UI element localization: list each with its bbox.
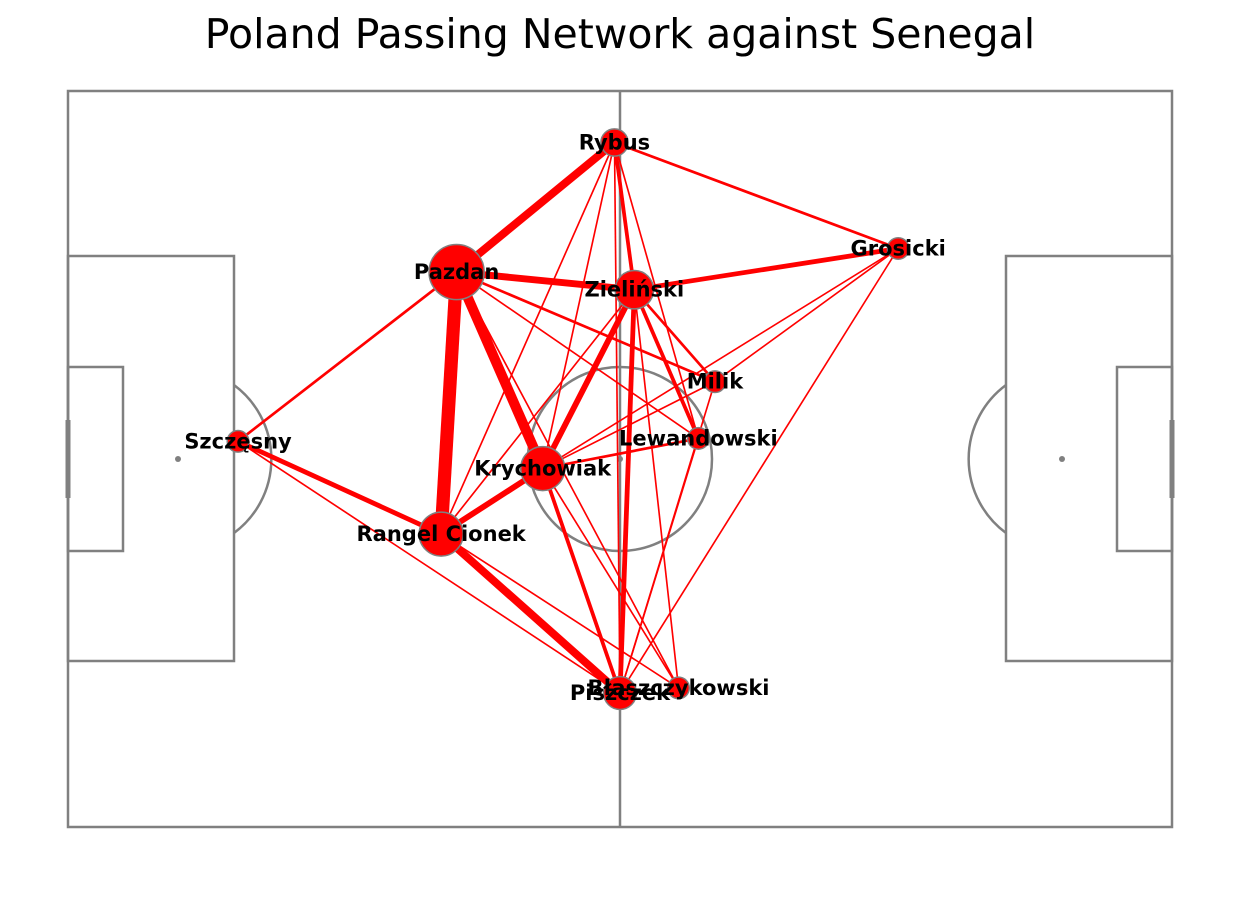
pitch-markings <box>65 89 1175 829</box>
pass-edge-cionek-blaszczykowski <box>440 533 679 689</box>
pass-edge-rybus-grosicki <box>614 141 899 250</box>
player-node-szczesny <box>226 429 250 453</box>
player-label-cionek: Rangel Cionek <box>357 522 527 546</box>
pass-edge-grosicki-krychowiak <box>542 247 899 470</box>
pass-edge-pazdan-milik <box>456 270 716 383</box>
pass-edge-pazdan-cionek <box>434 271 464 535</box>
pass-edge-grosicki-piszczek <box>619 248 899 694</box>
player-label-krychowiak: Krychowiak <box>474 457 612 481</box>
player-label-blaszczykowski: Błaszczykowski <box>588 676 770 700</box>
pass-edge-rybus-lewandowski <box>613 142 700 439</box>
player-label-piszczek: Piszczek <box>570 681 671 705</box>
pass-edge-grosicki-milik <box>714 247 899 383</box>
player-node-rybus <box>600 128 629 157</box>
right-penalty-arc <box>967 383 1007 535</box>
left-penalty-box <box>66 254 236 663</box>
pass-edge-krychowiak-zielinski <box>540 288 637 470</box>
player-label-milik: Milik <box>687 370 744 394</box>
pass-edge-cionek-piszczek <box>438 531 623 697</box>
pass-edge-zielinski-lewandowski <box>632 288 701 440</box>
pass-edge-pazdan-krychowiak <box>452 270 548 471</box>
player-node-cionek <box>418 511 464 557</box>
pass-edge-rybus-cionek <box>440 142 616 535</box>
right-penalty-spot <box>1059 456 1065 462</box>
left-six-yard-box <box>66 365 125 553</box>
pass-edge-zielinski-blaszczykowski <box>633 289 680 688</box>
player-label-lewandowski: Lewandowski <box>619 426 778 450</box>
right-penalty-box <box>1004 254 1174 663</box>
pass-edge-zielinski-grosicki <box>633 246 899 293</box>
pass-edge-pazdan-zielinski <box>456 268 635 294</box>
pass-edge-krychowiak-blaszczykowski <box>542 468 680 689</box>
player-label-pazdan: Pazdan <box>414 260 499 284</box>
player-label-zielinski: Zieliński <box>585 278 685 302</box>
player-node-grosicki <box>886 236 910 261</box>
pass-edge-rybus-krychowiak <box>541 142 616 469</box>
right-six-yard-box <box>1115 365 1174 553</box>
player-node-zielinski <box>614 269 655 310</box>
pass-edge-pazdan-lewandowski <box>456 271 699 440</box>
chart-title: Poland Passing Network against Senegal <box>204 10 1036 58</box>
pass-edges <box>237 139 899 697</box>
pass-edge-krychowiak-lewandowski <box>542 437 699 470</box>
pass-edge-szczesny-piszczek <box>237 440 621 694</box>
player-node-krychowiak <box>519 445 566 492</box>
pass-edge-cionek-szczesny <box>237 439 443 537</box>
player-label-grosicki: Grosicki <box>851 237 946 261</box>
player-node-piszczek <box>602 675 638 711</box>
pass-edge-rybus-zielinski <box>612 142 637 290</box>
player-labels: Rybus Grosicki Pazdan Zieliński Milik Szczęsn… <box>184 131 946 706</box>
player-nodes <box>226 128 910 711</box>
player-node-pazdan <box>428 243 485 301</box>
player-label-szczesny: Szczęsny <box>184 429 292 453</box>
pass-edge-krychowiak-piszczek <box>540 467 622 694</box>
player-node-milik <box>703 370 727 394</box>
center-spot <box>617 456 623 462</box>
pass-edge-rybus-piszczek <box>613 142 621 694</box>
pass-edge-rybus-pazdan <box>454 139 618 276</box>
left-penalty-spot <box>175 456 181 462</box>
player-label-rybus: Rybus <box>579 131 650 155</box>
pass-edge-zielinski-piszczek <box>617 289 637 694</box>
pass-edge-zielinski-milik <box>633 288 716 383</box>
pass-edge-pazdan-szczesny <box>237 270 458 443</box>
pass-edge-pazdan-blaszczykowski <box>455 271 680 689</box>
player-node-blaszczykowski <box>666 676 691 700</box>
player-node-lewandowski <box>686 426 710 450</box>
pass-edge-cionek-zielinski <box>440 289 635 535</box>
